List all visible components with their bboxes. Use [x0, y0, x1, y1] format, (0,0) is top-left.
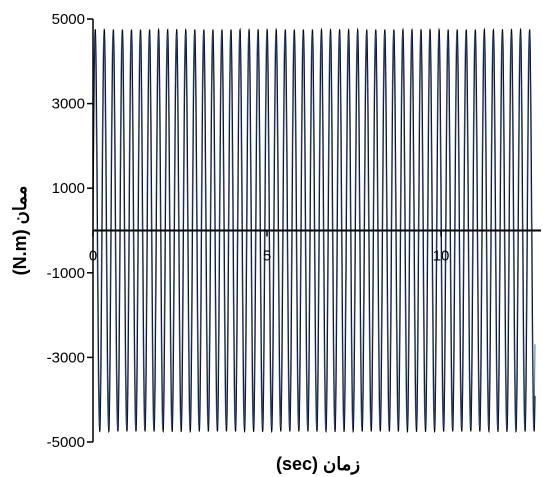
y-axis-ticks: 5000 3000 1000 -1000 -3000 -5000 [47, 11, 93, 451]
y-tick-label: -1000 [47, 265, 85, 282]
x-tick-label: 10 [433, 248, 450, 265]
y-tick-label: -3000 [47, 349, 85, 366]
x-tick-label: 5 [263, 248, 271, 265]
x-axis-ticks: 0 5 10 [89, 230, 450, 265]
x-tick-label: 0 [89, 248, 97, 265]
y-axis-title: ممان (N.m) [10, 186, 30, 276]
y-tick-label: 5000 [52, 11, 85, 28]
x-axis-title: زمان (sec) [276, 454, 360, 475]
y-tick-label: -5000 [47, 434, 85, 451]
series-line-2 [92, 32, 536, 429]
y-tick-label: 3000 [52, 96, 85, 113]
series-layer [92, 27, 536, 434]
y-tick-label: 1000 [52, 180, 85, 197]
